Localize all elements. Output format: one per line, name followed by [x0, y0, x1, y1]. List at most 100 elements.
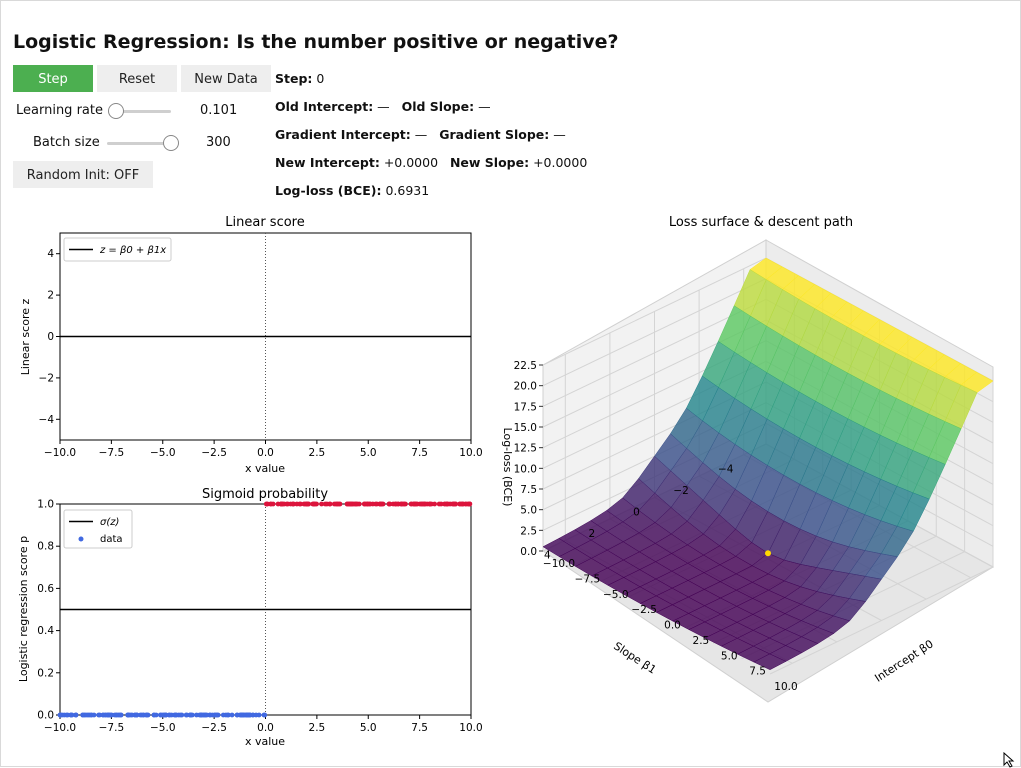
data-point-positives: [399, 501, 405, 507]
y-tick-label: 4: [47, 248, 54, 260]
data-point-negatives: [184, 712, 190, 718]
data-point-positives: [333, 501, 339, 507]
intercept-tick-label: 5.0: [721, 650, 738, 662]
data-point-positives: [386, 501, 392, 507]
data-point-negatives: [239, 712, 244, 718]
data-point-negatives: [112, 712, 118, 718]
data-point-negatives: [125, 712, 131, 718]
data-point-positives: [459, 501, 465, 507]
data-point-positives: [442, 501, 448, 507]
y-tick-label: −4: [39, 414, 55, 426]
data-point-negatives: [73, 712, 79, 718]
data-point-negatives: [96, 712, 102, 718]
new-data-button[interactable]: New Data: [181, 65, 271, 92]
data-legend-swatch: [78, 536, 84, 542]
batch-size-knob[interactable]: [163, 135, 179, 151]
step-button[interactable]: Step: [13, 65, 93, 92]
random-init-button[interactable]: Random Init: OFF: [13, 161, 153, 188]
step-readout: Step: 0: [275, 71, 324, 86]
logloss-key: Log-loss (BCE):: [275, 183, 382, 198]
new-intercept-key: New Intercept:: [275, 155, 380, 170]
gradient-readout: Gradient Intercept: — Gradient Slope: —: [275, 127, 566, 142]
data-point-negatives: [246, 712, 252, 718]
old-slope-key: Old Slope:: [401, 99, 475, 114]
step-value: 0: [316, 71, 325, 86]
data-point-negatives: [261, 712, 267, 718]
linear-chart-title: Linear score: [225, 215, 304, 230]
x-tick-label: 7.5: [411, 722, 428, 734]
mouse-cursor-icon: [1003, 752, 1015, 768]
grad-slope-key: Gradient Slope:: [439, 127, 550, 142]
batch-size-slider[interactable]: [107, 135, 179, 151]
linear-x-label: x value: [245, 462, 285, 475]
step-key: Step:: [275, 71, 313, 86]
y-tick-label: 0.6: [37, 583, 54, 595]
loss-surface: [542, 257, 994, 671]
grad-intercept-key: Gradient Intercept:: [275, 127, 411, 142]
intercept-tick-label: −7.5: [575, 573, 601, 585]
new-intercept-value: +0.0000: [383, 155, 439, 170]
data-point-positives: [451, 501, 457, 507]
data-point-negatives: [225, 712, 231, 718]
x-tick-label: −2.5: [201, 447, 227, 459]
learning-rate-slider[interactable]: [108, 103, 171, 119]
data-legend-label: data: [100, 534, 123, 545]
surface-slope-label: Slope β1: [611, 640, 658, 677]
batch-size-value: 300: [206, 135, 231, 150]
surface-slope-ticks: −4 −2 0 2 4: [544, 464, 734, 562]
x-tick-label: −10.0: [44, 722, 76, 734]
data-point-negatives: [84, 712, 90, 718]
intercept-tick-label: 2.5: [693, 635, 710, 647]
slope-tick-label: 4: [544, 549, 551, 561]
page-title: Logistic Regression: Is the number posit…: [13, 31, 619, 53]
data-point-positives: [393, 501, 399, 507]
data-point-positives: [270, 501, 276, 507]
data-point-negatives: [220, 712, 226, 718]
surface-intercept-ticks: −10.0−7.5−5.0−2.5 0.0 2.5 5.0 7.5 10.0: [543, 558, 798, 693]
intercept-tick-label: 10.0: [774, 681, 797, 693]
old-intercept-value: —: [377, 99, 390, 114]
y-tick-label: −2: [39, 372, 54, 384]
surface-grid-line: [769, 381, 994, 675]
data-point-negatives: [100, 712, 106, 718]
data-point-positives: [305, 501, 311, 507]
data-point-negatives: [173, 712, 179, 718]
data-point-negatives: [209, 712, 215, 718]
z-tick-label: 17.5: [514, 401, 537, 413]
surface-chart-title: Loss surface & descent path: [669, 215, 853, 230]
data-point-positives: [409, 501, 415, 507]
x-tick-label: 2.5: [309, 447, 326, 459]
x-tick-label: −5.0: [150, 722, 176, 734]
x-tick-label: 0.0: [257, 722, 274, 734]
intercept-tick-label: −2.5: [631, 604, 657, 616]
slope-tick-label: 0: [633, 507, 640, 519]
batch-size-label: Batch size: [33, 135, 100, 150]
z-tick-label: 22.5: [514, 360, 537, 372]
linear-y-ticks: −4 −2 0 2 4: [39, 248, 60, 426]
learning-rate-label: Learning rate: [16, 103, 103, 118]
x-tick-label: 5.0: [360, 447, 377, 459]
data-point-positives: [319, 501, 324, 507]
y-tick-label: 0.8: [37, 541, 54, 553]
x-tick-label: 0.0: [257, 447, 274, 459]
data-point-positives: [363, 501, 368, 507]
reset-button[interactable]: Reset: [97, 65, 177, 92]
slope-tick-label: −4: [718, 464, 734, 476]
new-params-readout: New Intercept: +0.0000 New Slope: +0.000…: [275, 155, 587, 170]
data-point-negatives: [143, 712, 149, 718]
y-tick-label: 2: [47, 290, 54, 302]
learning-rate-knob[interactable]: [108, 103, 124, 119]
z-tick-label: 5.0: [520, 505, 537, 517]
data-point-positives: [298, 501, 303, 507]
z-tick-label: 2.5: [520, 525, 537, 537]
linear-x-ticks: −10.0 −7.5 −5.0 −2.5 0.0 2.5 5.0 7.5 10.0: [44, 440, 483, 459]
linear-y-label: Linear score z: [19, 299, 32, 376]
sigmoid-y-ticks: 0.0 0.2 0.4 0.6 0.8 1.0: [37, 499, 60, 722]
data-point-negatives: [65, 712, 71, 718]
data-point-negatives: [198, 712, 204, 718]
intercept-tick-label: −5.0: [603, 589, 629, 601]
sigmoid-x-ticks: −10.0 −7.5 −5.0 −2.5 0.0 2.5 5.0 7.5 10.0: [44, 715, 483, 734]
logloss-readout: Log-loss (BCE): 0.6931: [275, 183, 429, 198]
data-point-positives: [279, 501, 285, 507]
data-point-positives: [373, 501, 379, 507]
